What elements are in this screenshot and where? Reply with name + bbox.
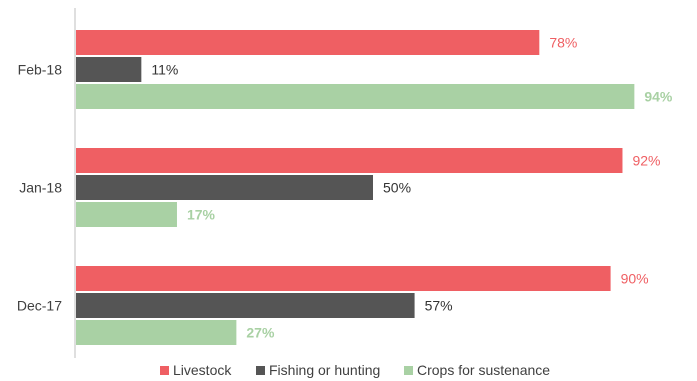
- bars-group: Feb-18 78% 11% 94% Jan-18 92% 50% 17% Dec-17 90% 5…: [17, 30, 673, 345]
- category-label-feb-18: Feb-18: [18, 62, 63, 78]
- legend: Livestock Fishing or hunting Crops for s…: [0, 360, 697, 380]
- legend-item-livestock: Livestock: [160, 362, 231, 378]
- value-label-livestock-feb-18: 78%: [549, 35, 577, 51]
- legend-swatch-crops-for-sustenance: [404, 365, 413, 375]
- bar-fishing-or-hunting-jan-18: [76, 175, 373, 200]
- bar-crops-for-sustenance-dec-17: [76, 320, 237, 345]
- category-label-jan-18: Jan-18: [19, 180, 62, 196]
- legend-swatch-fishing-or-hunting: [256, 365, 265, 375]
- legend-label-crops-for-sustenance: Crops for sustenance: [417, 362, 551, 378]
- bar-livestock-feb-18: [76, 30, 540, 55]
- value-label-livestock-dec-17: 90%: [621, 271, 649, 287]
- category-label-dec-17: Dec-17: [17, 298, 62, 314]
- value-label-fishing-or-hunting-feb-18: 11%: [151, 62, 178, 78]
- bar-crops-for-sustenance-feb-18: [76, 84, 635, 109]
- bar-fishing-or-hunting-dec-17: [76, 293, 415, 318]
- legend-label-fishing-or-hunting: Fishing or hunting: [269, 362, 381, 378]
- value-label-crops-for-sustenance-feb-18: 94%: [644, 89, 673, 105]
- legend-swatch-livestock: [160, 365, 169, 375]
- value-label-crops-for-sustenance-dec-17: 27%: [246, 325, 275, 341]
- value-label-fishing-or-hunting-dec-17: 57%: [425, 298, 453, 314]
- value-label-fishing-or-hunting-jan-18: 50%: [383, 180, 411, 196]
- value-label-crops-for-sustenance-jan-18: 17%: [187, 207, 216, 223]
- value-label-livestock-jan-18: 92%: [632, 153, 660, 169]
- bar-crops-for-sustenance-jan-18: [76, 202, 177, 227]
- bar-fishing-or-hunting-feb-18: [76, 57, 142, 82]
- bar-livestock-dec-17: [76, 266, 611, 291]
- bar-livestock-jan-18: [76, 148, 623, 173]
- legend-item-fishing-or-hunting: Fishing or hunting: [256, 362, 380, 378]
- legend-item-crops-for-sustenance: Crops for sustenance: [404, 362, 550, 378]
- legend-label-livestock: Livestock: [173, 362, 232, 378]
